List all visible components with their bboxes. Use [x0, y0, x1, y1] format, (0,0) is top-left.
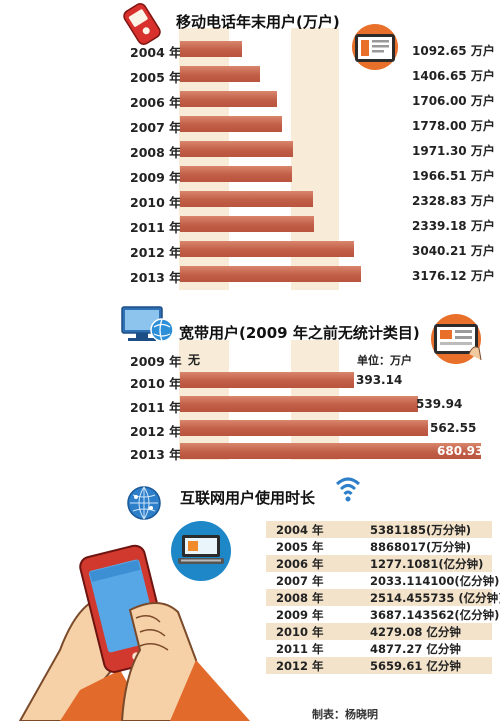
year-cell: 2011 年	[276, 642, 324, 656]
value-cell: 4877.27 亿分钟	[370, 642, 461, 656]
tablet-touch-icon	[431, 314, 482, 364]
network-globe-icon	[127, 486, 161, 520]
bar	[180, 91, 277, 107]
year-label: 2008 年	[130, 145, 182, 160]
value-label: 393.14	[356, 373, 403, 387]
mobile-phone-icon	[123, 3, 161, 45]
value-label: 1971.30 万户	[412, 144, 495, 158]
wifi-signal-icon	[335, 477, 361, 502]
year-label: 2011 年	[130, 400, 182, 415]
table-row: 2005 年 8868017(万分钟)	[266, 538, 492, 555]
bar	[180, 116, 282, 132]
value-label: 1966.51 万户	[412, 169, 495, 183]
bar	[180, 141, 293, 157]
value-cell: 4279.08 亿分钟	[370, 625, 461, 639]
year-cell: 2005 年	[276, 540, 324, 554]
bar	[180, 216, 314, 232]
bar	[180, 241, 354, 257]
year-label: 2010 年	[130, 376, 182, 391]
table-row: 2008 年 2514.455735 (亿分钟)	[266, 589, 500, 606]
year-label: 2012 年	[130, 245, 182, 260]
value-cell: 1277.1081(亿分钟)	[370, 557, 484, 571]
broadband-chart-title: 宽带用户(2009 年之前无统计类目)	[179, 324, 420, 342]
bar	[180, 372, 354, 388]
year-cell: 2004 年	[276, 523, 324, 537]
value-cell: 8868017(万分钟)	[370, 540, 472, 554]
value-cell: 2033.114100(亿分钟)	[370, 574, 500, 588]
value-label: 539.94	[416, 397, 463, 411]
table-row: 2010 年 4279.08 亿分钟	[266, 623, 492, 640]
tablet-screen-icon	[352, 24, 398, 70]
year-label: 2007 年	[130, 120, 182, 135]
table-row: 2006 年 1277.1081(亿分钟)	[266, 555, 492, 572]
bar	[180, 420, 428, 436]
value-label: 2339.18 万户	[412, 219, 495, 233]
unit-label: 单位：万户	[357, 354, 412, 367]
bar	[180, 443, 481, 459]
value-label: 562.55	[430, 421, 477, 435]
year-cell: 2009 年	[276, 608, 324, 622]
value-label: 1706.00 万户	[412, 94, 495, 108]
year-cell: 2007 年	[276, 574, 324, 588]
value-cell: 5659.61 亿分钟	[370, 659, 461, 673]
year-cell: 2006 年	[276, 557, 324, 571]
year-label: 2009 年	[130, 170, 182, 185]
value-label: 1778.00 万户	[412, 119, 495, 133]
usage-table-title: 互联网用户使用时长	[180, 489, 316, 507]
year-label: 2010 年	[130, 195, 182, 210]
table-row: 2004 年 5381185(万分钟)	[266, 521, 492, 538]
computer-globe-icon	[121, 306, 174, 342]
value-label: 3040.21 万户	[412, 244, 495, 258]
year-label: 2011 年	[130, 220, 182, 235]
mobile-chart-title: 移动电话年末用户(万户)	[176, 13, 340, 31]
year-label: 2006 年	[130, 95, 182, 110]
year-label: 2012 年	[130, 424, 182, 439]
table-row: 2007 年 2033.114100(亿分钟)	[266, 572, 499, 589]
bar	[180, 41, 242, 57]
bar	[180, 266, 361, 282]
value-label: 1092.65 万户	[412, 44, 495, 58]
year-label: 2005 年	[130, 70, 182, 85]
bar	[180, 396, 418, 412]
bar	[180, 66, 260, 82]
credit-line: 制表：杨晓明	[312, 708, 378, 721]
year-label: 2013 年	[130, 270, 182, 285]
value-label: 680.93	[437, 444, 484, 458]
value-cell: 2514.455735 (亿分钟)	[370, 591, 500, 605]
value-label: 3176.12 万户	[412, 269, 495, 283]
laptop-keyboard-icon	[171, 521, 231, 581]
year-label: 2004 年	[130, 45, 182, 60]
year-cell: 2010 年	[276, 625, 324, 639]
table-row: 2011 年 4877.27 亿分钟	[266, 640, 492, 657]
value-cell: 3687.143562(亿分钟)	[370, 608, 500, 622]
year-label: 2009 年	[130, 354, 182, 369]
table-row: 2009 年 3687.143562(亿分钟)	[266, 606, 499, 623]
year-cell: 2012 年	[276, 659, 324, 673]
year-cell: 2008 年	[276, 591, 324, 605]
bar	[180, 191, 313, 207]
value-label: 2328.83 万户	[412, 194, 495, 208]
hands-holding-phone-illustration	[18, 544, 250, 721]
value-cell: 5381185(万分钟)	[370, 523, 472, 537]
bar	[180, 166, 292, 182]
no-data-label: 无	[188, 353, 201, 367]
value-label: 1406.65 万户	[412, 69, 495, 83]
table-row: 2012 年 5659.61 亿分钟	[266, 657, 492, 674]
year-label: 2013 年	[130, 447, 182, 462]
